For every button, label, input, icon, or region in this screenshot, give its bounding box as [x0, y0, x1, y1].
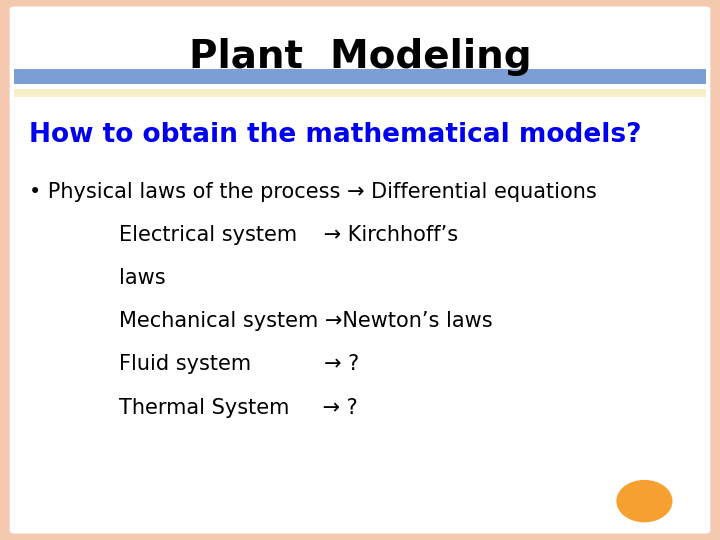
Text: Fluid system           → ?: Fluid system → ?: [119, 354, 359, 375]
Text: How to obtain the mathematical models?: How to obtain the mathematical models?: [29, 122, 642, 148]
Text: Mechanical system →Newton’s laws: Mechanical system →Newton’s laws: [119, 311, 492, 332]
Text: Thermal System     → ?: Thermal System → ?: [119, 397, 358, 418]
Text: Electrical system    → Kirchhoff’s: Electrical system → Kirchhoff’s: [119, 225, 458, 245]
Text: Plant  Modeling: Plant Modeling: [189, 38, 531, 76]
Text: • Physical laws of the process → Differential equations: • Physical laws of the process → Differe…: [29, 181, 597, 202]
Text: laws: laws: [119, 268, 166, 288]
